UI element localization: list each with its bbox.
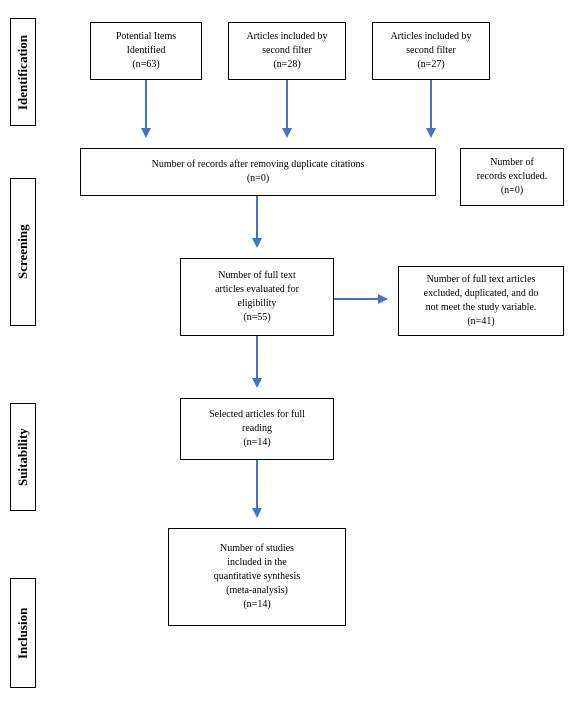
stage-identification: Identification	[10, 18, 36, 126]
box-line: Number of studies	[220, 542, 294, 556]
box-line: not meet the study variable.	[426, 301, 537, 315]
box-line: records excluded.	[477, 170, 548, 184]
box-selected-articles: Selected articles for full reading (n=14…	[180, 398, 334, 460]
box-line: Articles included by	[246, 30, 327, 44]
box-line: second filter	[262, 44, 312, 58]
arrow-line	[286, 80, 288, 130]
box-line: Selected articles for full	[209, 408, 305, 422]
stage-screening: Screening	[10, 178, 36, 326]
stage-inclusion: Inclusion	[10, 578, 36, 688]
box-line: Number of	[490, 156, 534, 170]
box-fulltext-eval: Number of full text articles evaluated f…	[180, 258, 334, 336]
arrow-head-icon	[252, 378, 262, 388]
stage-suitability: Suitability	[10, 403, 36, 511]
box-dedup: Number of records after removing duplica…	[80, 148, 436, 196]
arrow-line	[334, 298, 380, 300]
box-line: (n=27)	[417, 58, 444, 72]
box-line: (n=0)	[501, 184, 523, 198]
box-records-excluded: Number of records excluded. (n=0)	[460, 148, 564, 206]
arrow-head-icon	[426, 128, 436, 138]
arrow-head-icon	[378, 294, 388, 304]
box-line: (n=63)	[132, 58, 159, 72]
box-included-studies: Number of studies included in the quanti…	[168, 528, 346, 626]
stage-label-text: Inclusion	[15, 607, 31, 658]
box-line: Potential Items	[116, 30, 176, 44]
arrow-line	[256, 196, 258, 240]
arrow-line	[430, 80, 432, 130]
arrow-head-icon	[252, 238, 262, 248]
arrow-line	[145, 80, 147, 130]
box-line: (n=14)	[243, 436, 270, 450]
box-line: (meta-analysis)	[226, 584, 288, 598]
box-line: Identified	[127, 44, 166, 58]
box-second-filter-b: Articles included by second filter (n=27…	[372, 22, 490, 80]
box-line: excluded, duplicated, and do	[424, 287, 539, 301]
box-line: quantitative synthesis	[214, 570, 300, 584]
box-line: (n=41)	[467, 315, 494, 329]
arrow-head-icon	[282, 128, 292, 138]
box-line: (n=55)	[243, 311, 270, 325]
box-line: reading	[242, 422, 272, 436]
box-line: articles evaluated for	[215, 283, 299, 297]
arrow-head-icon	[141, 128, 151, 138]
box-second-filter-a: Articles included by second filter (n=28…	[228, 22, 346, 80]
box-line: second filter	[406, 44, 456, 58]
box-line: Number of records after removing duplica…	[152, 158, 365, 172]
stage-label-text: Suitability	[15, 428, 31, 486]
box-line: Articles included by	[390, 30, 471, 44]
box-potential-items: Potential Items Identified (n=63)	[90, 22, 202, 80]
arrow-line	[256, 460, 258, 510]
stage-label-text: Screening	[15, 225, 31, 280]
box-line: included in the	[227, 556, 286, 570]
box-fulltext-excluded: Number of full text articles excluded, d…	[398, 266, 564, 336]
box-line: Number of full text articles	[427, 273, 536, 287]
arrow-head-icon	[252, 508, 262, 518]
box-line: (n=14)	[243, 598, 270, 612]
arrow-line	[256, 336, 258, 380]
box-line: (n=0)	[247, 172, 269, 186]
box-line: Number of full text	[218, 269, 295, 283]
box-line: (n=28)	[273, 58, 300, 72]
stage-label-text: Identification	[15, 34, 31, 109]
box-line: eligibility	[238, 297, 277, 311]
